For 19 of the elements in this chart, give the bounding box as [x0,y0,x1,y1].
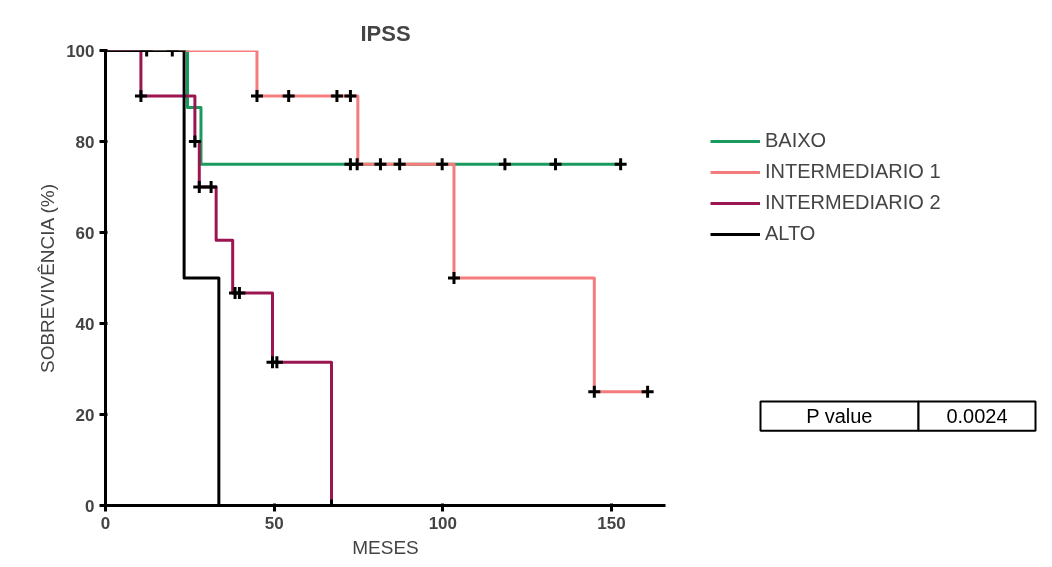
x-tick-label: 50 [264,513,284,533]
x-tick-label: 150 [597,513,626,533]
y-tick-label: 100 [66,41,95,61]
legend-label: INTERMEDIARIO 2 [765,191,941,214]
legend-label: INTERMEDIARIO 1 [765,160,941,183]
y-tick-label: 40 [75,314,95,334]
y-tick-label: 20 [75,405,95,425]
y-tick-label: 0 [85,496,95,516]
text: 0.0024 [946,405,1008,428]
y-tick-label: 80 [75,132,95,152]
x-tick-label: 0 [100,513,111,533]
legend-label: ALTO [765,222,816,245]
y-axis-title: SOBREVIVÊNCIA (%) [37,184,59,374]
y-tick-label: 60 [75,223,95,243]
x-tick-label: 100 [428,513,458,533]
x-axis-title: MESES [352,536,419,558]
chart-title: IPSS [360,20,411,46]
text: P value [806,405,873,428]
legend-label: BAIXO [765,129,827,152]
